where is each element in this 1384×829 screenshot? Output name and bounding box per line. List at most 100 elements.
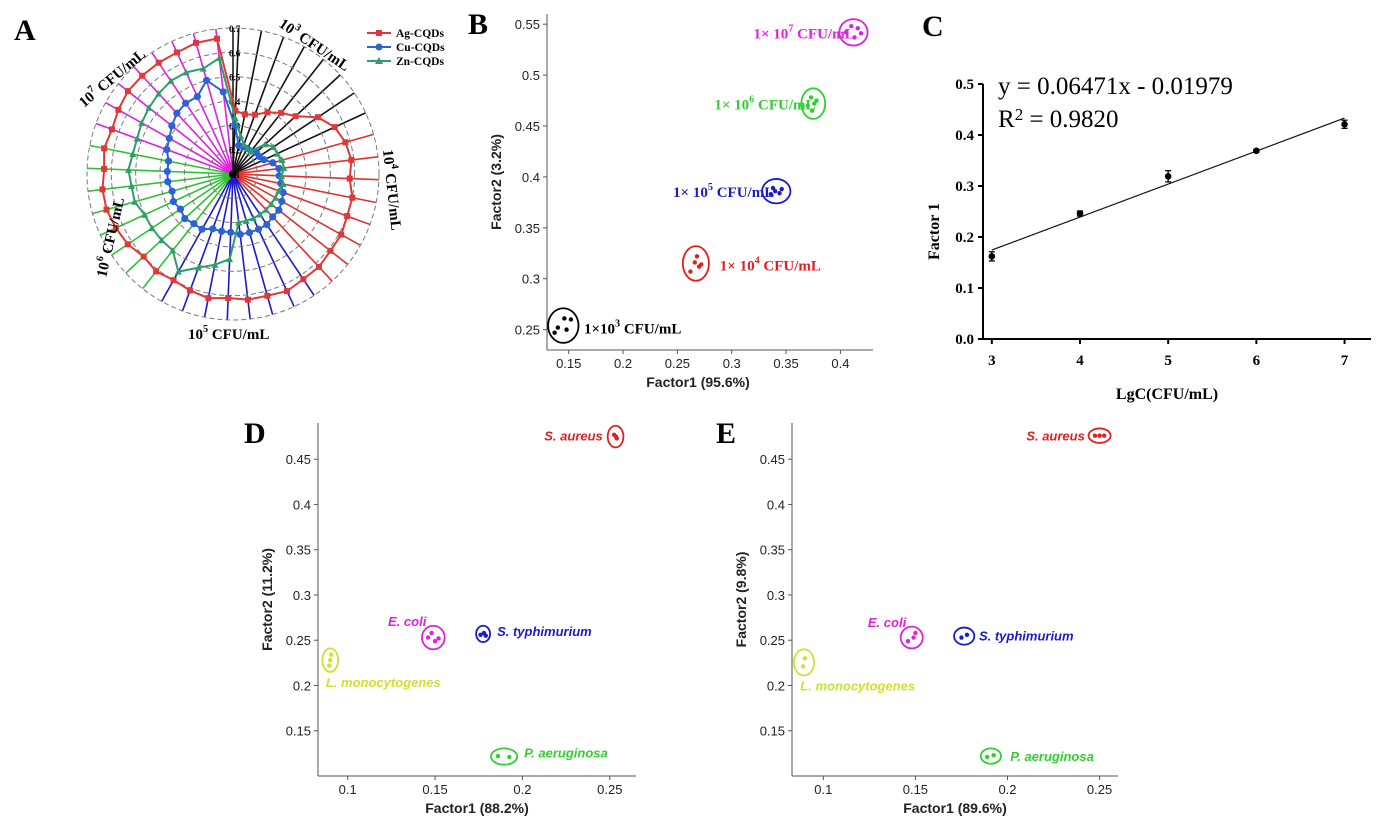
data-point (812, 101, 817, 106)
radar-point-square (315, 263, 322, 270)
radar-point-triangle (273, 150, 281, 157)
data-point (555, 325, 561, 330)
data-point (1097, 433, 1102, 438)
radial-tick-label: 0.4 (229, 97, 241, 107)
radar-point-circle (245, 228, 254, 237)
radar-point-circle (279, 188, 287, 197)
x-axis-label: LgC(CFU/mL) (1116, 386, 1218, 403)
radar-point-circle (227, 228, 235, 236)
y-tick-label: 0.35 (760, 543, 785, 558)
data-point (495, 753, 501, 759)
data-point (436, 636, 441, 641)
radar-point-circle (193, 93, 201, 101)
x-tick-label: 7 (1341, 353, 1349, 369)
radar-point-circle (163, 167, 171, 176)
data-point (692, 260, 697, 265)
data-point (483, 633, 488, 638)
data-point (911, 635, 916, 640)
y-tick-label: 0.15 (760, 724, 785, 739)
radar-point-circle (254, 225, 263, 233)
radar-point-circle (176, 205, 184, 213)
radar-point-square (99, 186, 106, 193)
radar-point-circle (209, 225, 217, 233)
data-point (328, 657, 333, 663)
x-tick-label: 0.4 (831, 356, 849, 371)
panel-letter-c: C (922, 10, 944, 43)
y-tick-label: 0.2 (955, 230, 974, 246)
radar-point-circle (169, 197, 177, 206)
radar-point-circle (202, 76, 211, 84)
fit-equation: y = 0.06471x - 0.01979 (998, 73, 1233, 100)
radar-point-square (193, 39, 200, 46)
radar-point-triangle (138, 119, 146, 126)
radial-tick-label: 0.5 (229, 73, 241, 83)
data-point (808, 95, 814, 100)
data-point (552, 330, 557, 335)
cluster-label: 1× 106 CFU/mL (714, 95, 815, 114)
radar-point-square (346, 175, 353, 182)
data-point (959, 635, 964, 640)
radar-point-square (264, 292, 271, 299)
radar-point-circle (218, 227, 226, 235)
data-point (1101, 433, 1107, 438)
radar-point-square (213, 35, 220, 42)
cluster-label: E. coli (868, 615, 907, 630)
y-tick-label: 0.45 (515, 119, 540, 134)
cluster-ellipse (899, 625, 924, 650)
data-point (1164, 173, 1172, 180)
cluster-ellipse (606, 424, 625, 449)
panel-b-scatter-chart: 0.15 0.2 0.25 0.3 0.35 0.4 0.25 0.3 0.35 0.4 0.45 0… (488, 14, 873, 390)
radar-point-triangle (131, 198, 139, 205)
radar-point-square (349, 194, 356, 201)
data-point (327, 663, 332, 668)
radar-point-square (344, 213, 351, 220)
y-tick-label: 0.55 (515, 17, 540, 32)
data-point (913, 630, 918, 636)
radar-point-circle (260, 156, 268, 164)
data-point (432, 638, 438, 644)
data-point (688, 269, 693, 274)
cluster-label: 1× 105 CFU/mL (673, 182, 774, 201)
data-point (843, 30, 849, 35)
radial-tick-label: 0.7 (229, 24, 241, 34)
y-tick-label: 0.45 (286, 452, 311, 467)
radar-point-square (155, 59, 162, 66)
radar-point-circle (164, 157, 173, 165)
radar-point-circle (164, 178, 172, 186)
radar-center (229, 170, 237, 178)
radar-point-square (187, 287, 194, 294)
x-axis-label: Factor1 (88.2%) (425, 800, 528, 816)
radar-point-triangle (158, 236, 166, 244)
radial-tick-label: 0.2 (229, 146, 241, 156)
y-axis-label: Factor2 (3.2%) (488, 134, 504, 230)
cluster-label: S. aureus (1026, 429, 1085, 444)
radar-point-circle (165, 134, 173, 142)
radar-point-circle (198, 225, 206, 233)
radar-point-triangle (280, 164, 288, 171)
y-tick-label: 0.4 (522, 170, 540, 185)
radar-point-triangle (182, 68, 190, 76)
data-point (507, 754, 512, 760)
y-tick-label: 0.25 (760, 633, 785, 648)
radar-point-square (232, 107, 239, 114)
group-label-1e4: 104 CFU/mL (379, 148, 406, 231)
y-tick-label: 0.4 (293, 497, 311, 512)
radar-point-square (170, 277, 177, 284)
radar-point-triangle (278, 156, 286, 164)
data-point (328, 652, 334, 657)
data-point (809, 108, 815, 113)
x-tick-label: 4 (1076, 353, 1084, 369)
x-tick-label: 0.2 (614, 356, 632, 371)
panel-letter-d: D (244, 417, 266, 450)
data-point (562, 316, 567, 321)
cluster-ellipse (547, 307, 580, 344)
legend-label: Cu-CQDs (396, 42, 445, 54)
legend-marker-square (376, 30, 382, 36)
data-point (988, 253, 996, 260)
y-tick-label: 0.4 (767, 497, 785, 512)
data-point (1092, 433, 1098, 438)
cluster-label: S. typhimurium (979, 629, 1074, 644)
radar-point-square (348, 156, 355, 163)
panel-d-scatter-chart: 0.1 0.15 0.2 0.25 0.15 0.2 0.25 0.3 0.35 0.4 0.45 F… (259, 423, 636, 816)
